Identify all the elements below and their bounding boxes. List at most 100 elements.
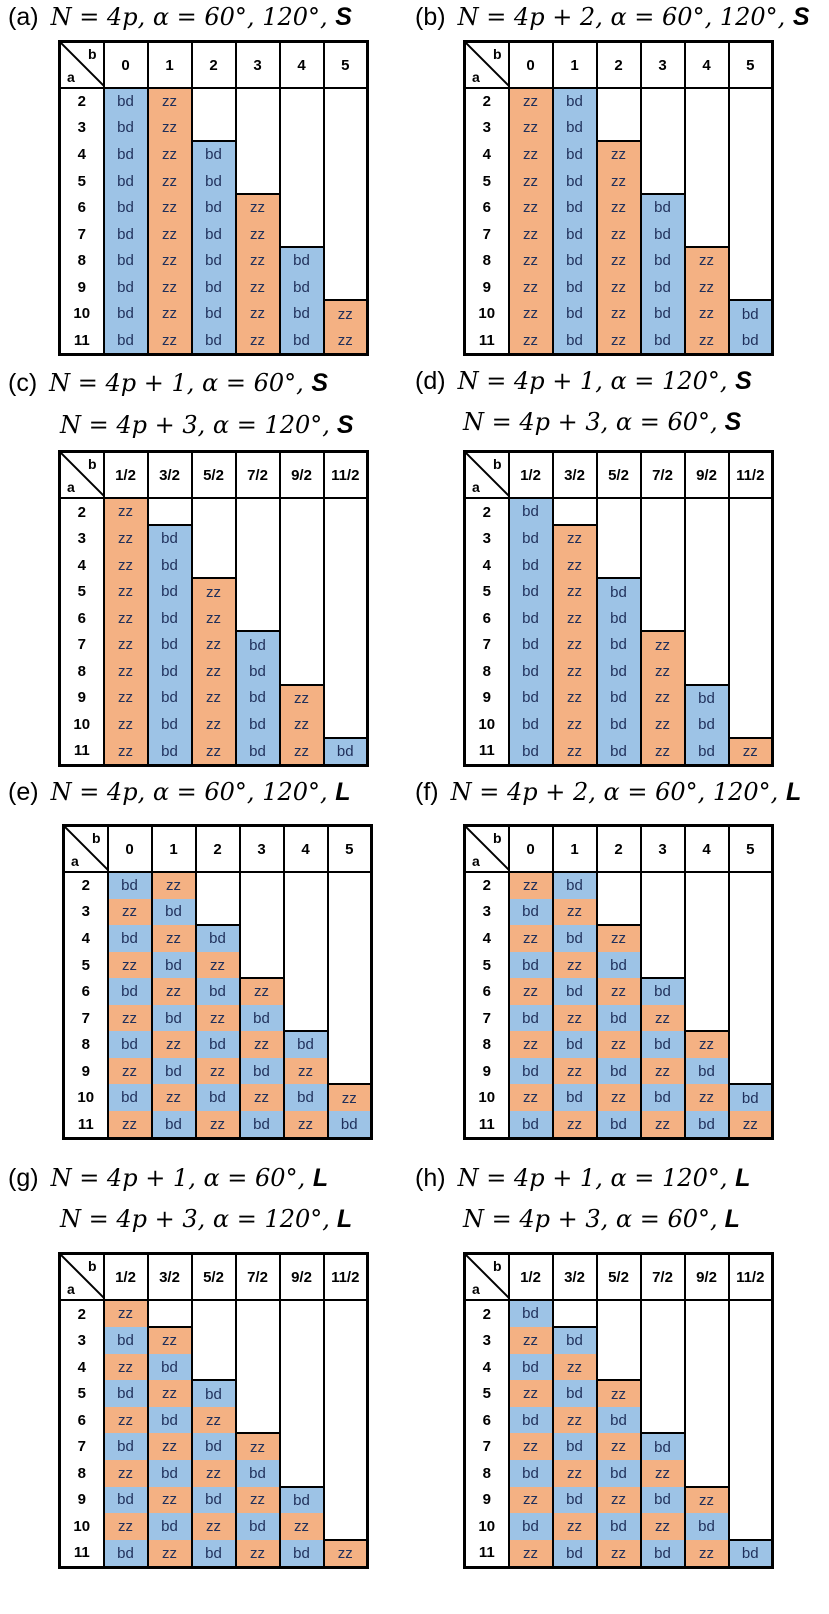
cell-zz: zz	[102, 1407, 149, 1434]
cell-bd: bd	[146, 1513, 193, 1540]
column-header: 1/2	[102, 1252, 149, 1301]
table-row: 9 bd zz bd zz bd	[58, 1485, 369, 1514]
phase-table: b a 1/2 3/2 5/2 7/2 9/2 11/2 2 bd 3 bd zz 4 bd zz 5 bd zz b…	[463, 450, 774, 767]
cell-empty	[282, 925, 329, 952]
corner-b-label: b	[492, 46, 502, 62]
cell-empty	[727, 1058, 774, 1085]
cell-bd: bd	[683, 1513, 730, 1540]
cell-zz: zz	[683, 246, 730, 275]
cell-empty	[683, 1433, 730, 1461]
cell-zz: zz	[507, 1433, 554, 1461]
row-header: 2	[58, 498, 105, 526]
column-header: 4	[278, 40, 325, 89]
row-header: 11	[463, 327, 510, 355]
cell-empty	[326, 1058, 373, 1085]
table-row: 8 bd zz bd zz bd	[62, 1030, 373, 1059]
cell-empty	[234, 552, 281, 579]
row-header: 10	[463, 1084, 510, 1112]
cell-zz: zz	[194, 1004, 241, 1032]
column-header: 7/2	[234, 450, 281, 499]
cell-empty	[282, 951, 329, 979]
cell-bd: bd	[507, 496, 554, 526]
column-header: 7/2	[639, 450, 686, 499]
cell-zz: zz	[194, 951, 241, 979]
cell-bd: bd	[146, 1460, 193, 1487]
cell-bd: bd	[194, 1084, 241, 1112]
table-row: 8 bd zz bd zz bd	[58, 246, 369, 275]
cell-bd: bd	[194, 978, 241, 1005]
table-row: 10 zz bd zz bd zz bd	[463, 299, 774, 328]
cell-empty	[322, 1380, 369, 1408]
cell-zz: zz	[150, 1031, 197, 1059]
row-header: 8	[62, 1031, 109, 1059]
cell-empty	[727, 1327, 774, 1355]
panel-caption: (d) N = 4p + 1, α = 120°, S	[415, 366, 752, 396]
table-row: 10 bd zz bd zz bd zz	[62, 1083, 373, 1112]
cell-empty	[639, 114, 686, 142]
cell-empty	[278, 1380, 325, 1408]
table-row: 5 zz bd zz	[463, 1379, 774, 1408]
corner-b-label: b	[87, 456, 97, 472]
cell-empty	[639, 1327, 686, 1355]
cell-empty	[278, 498, 325, 526]
table-row: 8 bd zz bd zz	[463, 658, 774, 685]
row-header: 10	[463, 300, 510, 328]
cell-bd: bd	[146, 684, 193, 712]
cell-empty	[683, 1300, 730, 1328]
row-header: 11	[58, 327, 105, 355]
cell-bd: bd	[507, 1460, 554, 1487]
cell-bd: bd	[727, 327, 774, 355]
cell-zz: zz	[507, 167, 554, 195]
cell-zz: zz	[507, 327, 554, 355]
cell-bd: bd	[551, 1380, 598, 1408]
cell-empty	[683, 114, 730, 142]
cell-empty	[234, 141, 281, 168]
cell-empty	[727, 658, 774, 685]
panel-equation-2: N = 4p + 3, α = 120°,	[60, 1205, 330, 1233]
cell-zz: zz	[234, 220, 281, 248]
cell-bd: bd	[507, 711, 554, 738]
cell-empty	[683, 872, 730, 899]
cell-zz: zz	[150, 925, 197, 952]
cell-bd: bd	[595, 684, 642, 712]
cell-bd: bd	[727, 1083, 774, 1112]
row-header: 8	[463, 247, 510, 275]
cell-empty	[727, 978, 774, 1005]
cell-zz: zz	[146, 274, 193, 301]
cell-empty	[683, 141, 730, 168]
panel-caption-line2: N = 4p + 3, α = 60°, S	[463, 407, 741, 437]
row-header: 6	[58, 194, 105, 221]
cell-empty	[727, 1380, 774, 1408]
panel-caption: (a) N = 4p, α = 60°, 120°, S	[8, 2, 352, 32]
cell-bd: bd	[639, 274, 686, 301]
panel-caption: (e) N = 4p, α = 60°, 120°, L	[8, 777, 351, 807]
table-row: 11 zz bd zz bd zz bd	[62, 1111, 373, 1139]
cell-empty	[278, 1407, 325, 1434]
cell-bd: bd	[278, 1539, 325, 1568]
cell-empty	[727, 578, 774, 606]
table-row: 4 bd zz	[463, 1354, 774, 1381]
cell-empty	[234, 1300, 281, 1328]
cell-bd: bd	[146, 711, 193, 738]
cell-zz: zz	[146, 114, 193, 142]
cell-empty	[322, 1486, 369, 1514]
cell-empty	[146, 1300, 193, 1328]
cell-zz: zz	[322, 327, 369, 355]
cell-bd: bd	[102, 87, 149, 115]
cell-empty	[234, 1354, 281, 1381]
table-row: 9 bd zz bd zz bd	[463, 683, 774, 712]
panel-size-tag-2: S	[724, 408, 742, 436]
cell-empty	[322, 274, 369, 301]
cell-empty	[683, 167, 730, 195]
table-row: 9 zz bd zz bd zz	[463, 274, 774, 301]
cell-bd: bd	[551, 1486, 598, 1514]
cell-empty	[683, 1354, 730, 1381]
cell-empty	[727, 1407, 774, 1434]
cell-empty	[322, 658, 369, 685]
cell-bd: bd	[507, 631, 554, 659]
cell-zz: zz	[639, 711, 686, 738]
panel-size-tag-2: S	[336, 411, 354, 439]
